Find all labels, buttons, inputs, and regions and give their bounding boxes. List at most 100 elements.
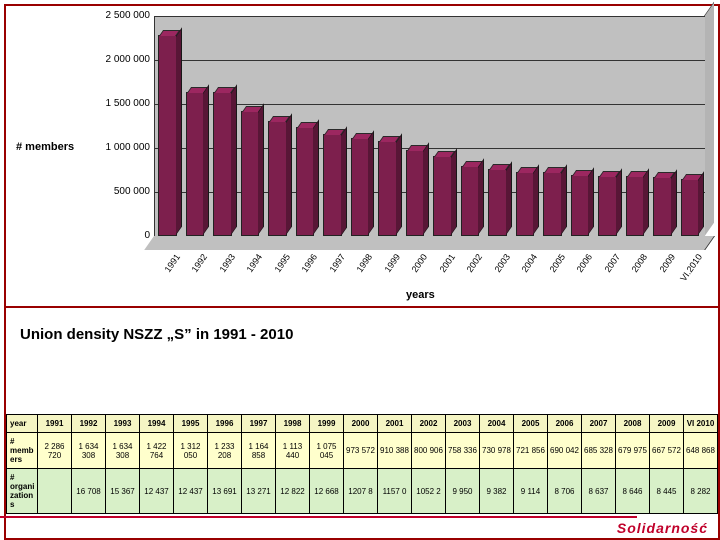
footer-logo: Solidarność (617, 520, 708, 536)
y-tick-label: 2 500 000 (95, 10, 150, 21)
table-year: 1991 (38, 415, 72, 433)
table-year: 1993 (106, 415, 140, 433)
x-tick-label: 2008 (618, 252, 649, 291)
bar (186, 92, 205, 236)
gridline (155, 16, 705, 17)
bar (598, 176, 617, 236)
table-year: 1997 (242, 415, 276, 433)
x-tick-label: 1992 (178, 252, 209, 291)
table-orgs-cell: 1052 2 (412, 469, 446, 514)
x-tick-label: 2000 (398, 252, 429, 291)
x-tick-label: 2002 (453, 252, 484, 291)
page: # members years 0500 0001 000 0001 500 0… (4, 4, 720, 540)
table-year: 2001 (378, 415, 412, 433)
table-orgs-cell (38, 469, 72, 514)
table-members-cell: 1 164 858 (242, 433, 276, 469)
table-year: 2003 (446, 415, 480, 433)
gridline (155, 104, 705, 105)
table-orgs-cell: 16 708 (72, 469, 106, 514)
gridline (155, 60, 705, 61)
table-members-cell: 973 572 (344, 433, 378, 469)
table-members-cell: 800 906 (412, 433, 446, 469)
plot-3d-floor (144, 236, 715, 250)
table-orgs-cell: 8 637 (582, 469, 616, 514)
x-tick-label: VI.2010 (673, 252, 704, 291)
x-tick-label: 1998 (343, 252, 374, 291)
table-year: VI 2010 (684, 415, 718, 433)
table-year: 2005 (514, 415, 548, 433)
table-members-cell: 1 113 440 (276, 433, 310, 469)
bar (241, 111, 260, 236)
table-orgs-cell: 12 668 (310, 469, 344, 514)
x-tick-label: 2006 (563, 252, 594, 291)
table-members-row: # members2 286 7201 634 3081 634 3081 42… (7, 433, 718, 469)
table-year: 1995 (174, 415, 208, 433)
table-members-cell: 1 075 045 (310, 433, 344, 469)
table-orgs-cell: 1157 0 (378, 469, 412, 514)
x-tick-label: 1996 (288, 252, 319, 291)
table-year: 2008 (616, 415, 650, 433)
table-orgs-cell: 12 822 (276, 469, 310, 514)
table-orgs-cell: 8 706 (548, 469, 582, 514)
table-year: 1999 (310, 415, 344, 433)
table-members-cell: 1 233 208 (208, 433, 242, 469)
bar (516, 172, 535, 236)
table-members-cell: 721 856 (514, 433, 548, 469)
table-members-cell: 1 634 308 (72, 433, 106, 469)
bar (378, 141, 397, 236)
table-orgs-label: # organizations (7, 469, 38, 514)
table-year: 1992 (72, 415, 106, 433)
data-table: year199119921993199419951996199719981999… (6, 414, 718, 514)
table-members-cell: 1 422 764 (140, 433, 174, 469)
y-tick-label: 0 (95, 230, 150, 241)
x-tick-label: 1994 (233, 252, 264, 291)
bar (268, 121, 287, 236)
gridline (155, 192, 705, 193)
table-orgs-cell: 12 437 (140, 469, 174, 514)
table-orgs-cell: 9 950 (446, 469, 480, 514)
gridline (155, 148, 705, 149)
x-axis-title: years (406, 289, 435, 301)
table-orgs-cell: 12 437 (174, 469, 208, 514)
bar (681, 179, 700, 236)
table-year: 2006 (548, 415, 582, 433)
table-orgs-cell: 8 282 (684, 469, 718, 514)
y-tick-label: 1 500 000 (95, 98, 150, 109)
table-year: 2000 (344, 415, 378, 433)
table-year: 1996 (208, 415, 242, 433)
bar (296, 127, 315, 236)
bar (433, 156, 452, 236)
table-orgs-row: # organizations16 70815 36712 43712 4371… (7, 469, 718, 514)
chart-title: Union density NSZZ „S” in 1991 - 2010 (20, 326, 293, 343)
table-orgs-cell: 9 114 (514, 469, 548, 514)
bar (351, 138, 370, 236)
table-head-label: year (7, 415, 38, 433)
table-members-cell: 690 042 (548, 433, 582, 469)
table-year: 2002 (412, 415, 446, 433)
table-orgs-cell: 13 271 (242, 469, 276, 514)
table-year: 2007 (582, 415, 616, 433)
bar (323, 134, 342, 237)
table-members-cell: 679 975 (616, 433, 650, 469)
table-members-cell: 1 312 050 (174, 433, 208, 469)
table-orgs-cell: 1207 8 (344, 469, 378, 514)
table-members-label: # members (7, 433, 38, 469)
table-members-cell: 648 868 (684, 433, 718, 469)
table-members-cell: 685 328 (582, 433, 616, 469)
bar (158, 35, 177, 236)
y-tick-label: 1 000 000 (95, 142, 150, 153)
bar (653, 177, 672, 236)
x-tick-label: 2004 (508, 252, 539, 291)
table-members-cell: 2 286 720 (38, 433, 72, 469)
table-header-row: year199119921993199419951996199719981999… (7, 415, 718, 433)
table-members-cell: 667 572 (650, 433, 684, 469)
bar (488, 169, 507, 236)
table-members-cell: 910 388 (378, 433, 412, 469)
table-orgs-cell: 8 646 (616, 469, 650, 514)
table-orgs-cell: 9 382 (480, 469, 514, 514)
table-members-cell: 730 978 (480, 433, 514, 469)
plot-3d-side (704, 2, 714, 237)
bar (461, 166, 480, 236)
table-year: 1998 (276, 415, 310, 433)
table-orgs-cell: 8 445 (650, 469, 684, 514)
